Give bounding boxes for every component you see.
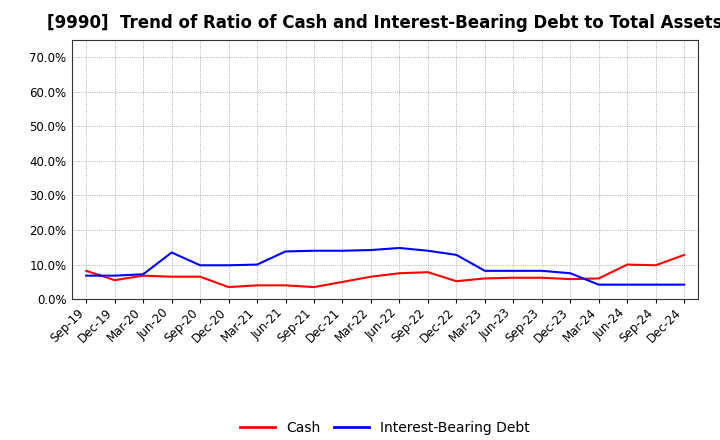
Interest-Bearing Debt: [338, 248, 347, 253]
Title: [9990]  Trend of Ratio of Cash and Interest-Bearing Debt to Total Assets: [9990] Trend of Ratio of Cash and Intere…: [48, 15, 720, 33]
Interest-Bearing Debt: [196, 263, 204, 268]
Cash: [139, 273, 148, 279]
Line: Cash: Cash: [86, 255, 684, 287]
Interest-Bearing Debt: [310, 248, 318, 253]
Cash: [338, 279, 347, 285]
Interest-Bearing Debt: [480, 268, 489, 273]
Interest-Bearing Debt: [82, 273, 91, 279]
Cash: [480, 276, 489, 281]
Cash: [566, 276, 575, 282]
Interest-Bearing Debt: [423, 248, 432, 253]
Cash: [623, 262, 631, 267]
Line: Interest-Bearing Debt: Interest-Bearing Debt: [86, 248, 684, 285]
Interest-Bearing Debt: [680, 282, 688, 287]
Cash: [366, 274, 375, 279]
Interest-Bearing Debt: [253, 262, 261, 267]
Interest-Bearing Debt: [225, 263, 233, 268]
Interest-Bearing Debt: [652, 282, 660, 287]
Legend: Cash, Interest-Bearing Debt: Cash, Interest-Bearing Debt: [235, 415, 536, 440]
Cash: [196, 274, 204, 279]
Cash: [423, 270, 432, 275]
Cash: [395, 271, 404, 276]
Cash: [310, 284, 318, 290]
Interest-Bearing Debt: [110, 273, 119, 279]
Cash: [167, 274, 176, 279]
Interest-Bearing Debt: [566, 271, 575, 276]
Cash: [537, 275, 546, 280]
Interest-Bearing Debt: [139, 271, 148, 277]
Cash: [452, 279, 461, 284]
Cash: [253, 283, 261, 288]
Cash: [82, 268, 91, 273]
Interest-Bearing Debt: [167, 250, 176, 255]
Interest-Bearing Debt: [282, 249, 290, 254]
Cash: [509, 275, 518, 280]
Interest-Bearing Debt: [537, 268, 546, 273]
Interest-Bearing Debt: [395, 246, 404, 251]
Cash: [680, 252, 688, 257]
Cash: [225, 284, 233, 290]
Cash: [652, 263, 660, 268]
Cash: [595, 276, 603, 281]
Interest-Bearing Debt: [509, 268, 518, 273]
Cash: [282, 283, 290, 288]
Cash: [110, 278, 119, 283]
Interest-Bearing Debt: [623, 282, 631, 287]
Interest-Bearing Debt: [595, 282, 603, 287]
Interest-Bearing Debt: [366, 247, 375, 253]
Interest-Bearing Debt: [452, 252, 461, 257]
